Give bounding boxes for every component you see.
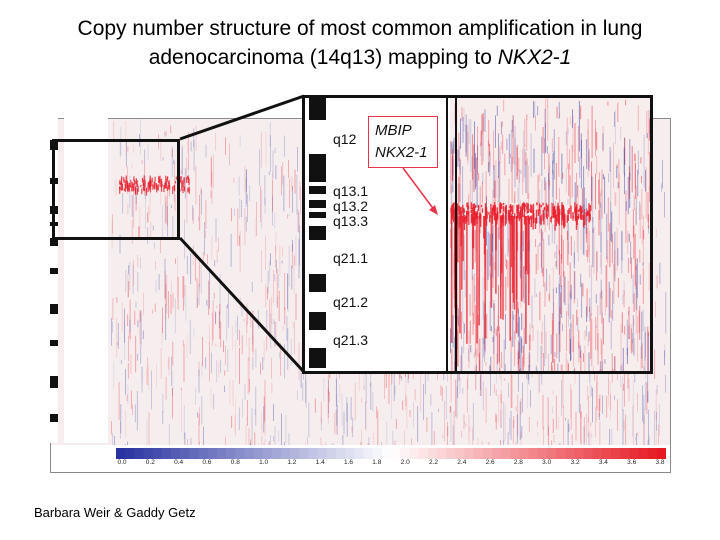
colorbar-tick-label: 3.0 [542,459,552,466]
colorbar-tick-label: 2.0 [400,459,410,466]
title-gene-name: NKX2-1 [497,46,572,69]
zoom-ideogram-band [309,212,326,218]
zoom-ideogram-band [309,154,326,182]
band-label-q12: q12 [333,131,357,147]
band-label-q13-3: q13.3 [333,213,369,229]
gene-label-mbip: MBIP [375,122,412,139]
zoom-ideogram-band [309,200,326,208]
zoom-ideogram-band [309,186,326,194]
colorbar-tick-label: 0.2 [145,459,155,466]
zoom-panel: q12 q13.1 q13.2 q13.3 q21.1 q21.2 q21.3 … [302,95,653,374]
gene-callout-box: MBIP NKX2-1 [368,116,438,168]
color-scale-bar [116,446,667,459]
gene-label-nkx2-1: NKX2-1 [375,144,428,161]
band-label-q13-1: q13.1 [333,183,369,199]
zoom-heatmap-graphic [450,98,650,371]
colorbar-tick-label: 3.2 [570,459,580,466]
band-label-q21-1: q21.1 [333,250,369,266]
slide-title: Copy number structure of most common amp… [20,14,700,72]
colorbar-tick-label: 1.8 [372,459,382,466]
zoom-ideogram-band [309,98,326,120]
colorbar-tick-label: 1.4 [315,459,325,466]
zoom-divider-right [455,98,457,371]
ideogram-band [50,414,58,422]
zoom-ideogram-band [309,312,326,330]
title-line-2: adenocarcinoma (14q13) mapping to NKX2-1 [20,43,700,72]
ideogram-band [50,238,58,246]
band-label-q21-2: q21.2 [333,294,369,310]
colorbar-tick-label: 2.6 [485,459,495,466]
ideogram-band [50,376,58,388]
colorbar-tick-label: 0.8 [230,459,240,466]
colorbar-tick-label: 2.8 [513,459,523,466]
zoom-source-box [52,139,180,240]
zoom-heatmap [450,98,650,371]
title-line-2-prefix: adenocarcinoma (14q13) mapping to [148,46,498,69]
credit-line: Barbara Weir & Gaddy Getz [34,505,196,520]
color-scale-ticks: 0.0 0.2 0.4 0.6 0.8 1.0 1.2 1.4 1.6 1.8 2.0 2.2 2.4 2… [116,459,666,469]
title-line-1: Copy number structure of most common amp… [77,17,643,40]
ideogram-band [50,340,58,346]
colorbar-tick-label: 1.6 [343,459,354,466]
callout-arrow [402,167,438,215]
zoom-ideogram-band [309,274,326,292]
colorbar-tick-label: 3.4 [598,459,608,466]
colorbar-tick-label: 3.6 [627,459,637,466]
band-label-q21-3: q21.3 [333,332,369,348]
colorbar-tick-label: 2.4 [457,459,467,466]
ideogram-band [50,304,58,314]
colorbar-tick-label: 1.2 [287,459,297,466]
zoom-ideogram-band [309,348,326,368]
color-scale-gradient [116,448,667,459]
colorbar-tick-label: 0.6 [202,459,212,466]
colorbar-tick-label: 3.8 [655,459,665,466]
colorbar-tick-label: 1.0 [259,459,269,466]
ideogram-band [50,268,58,274]
zoom-divider-left [446,98,448,371]
zoom-ideogram [307,98,328,371]
colorbar-tick-label: 0.4 [174,459,184,466]
band-label-q13-2: q13.2 [333,198,369,214]
colorbar-tick-label: 2.2 [428,459,439,466]
colorbar-tick-label: 0.0 [117,459,127,466]
sample-header-column [64,118,108,443]
zoom-ideogram-band [309,226,326,240]
